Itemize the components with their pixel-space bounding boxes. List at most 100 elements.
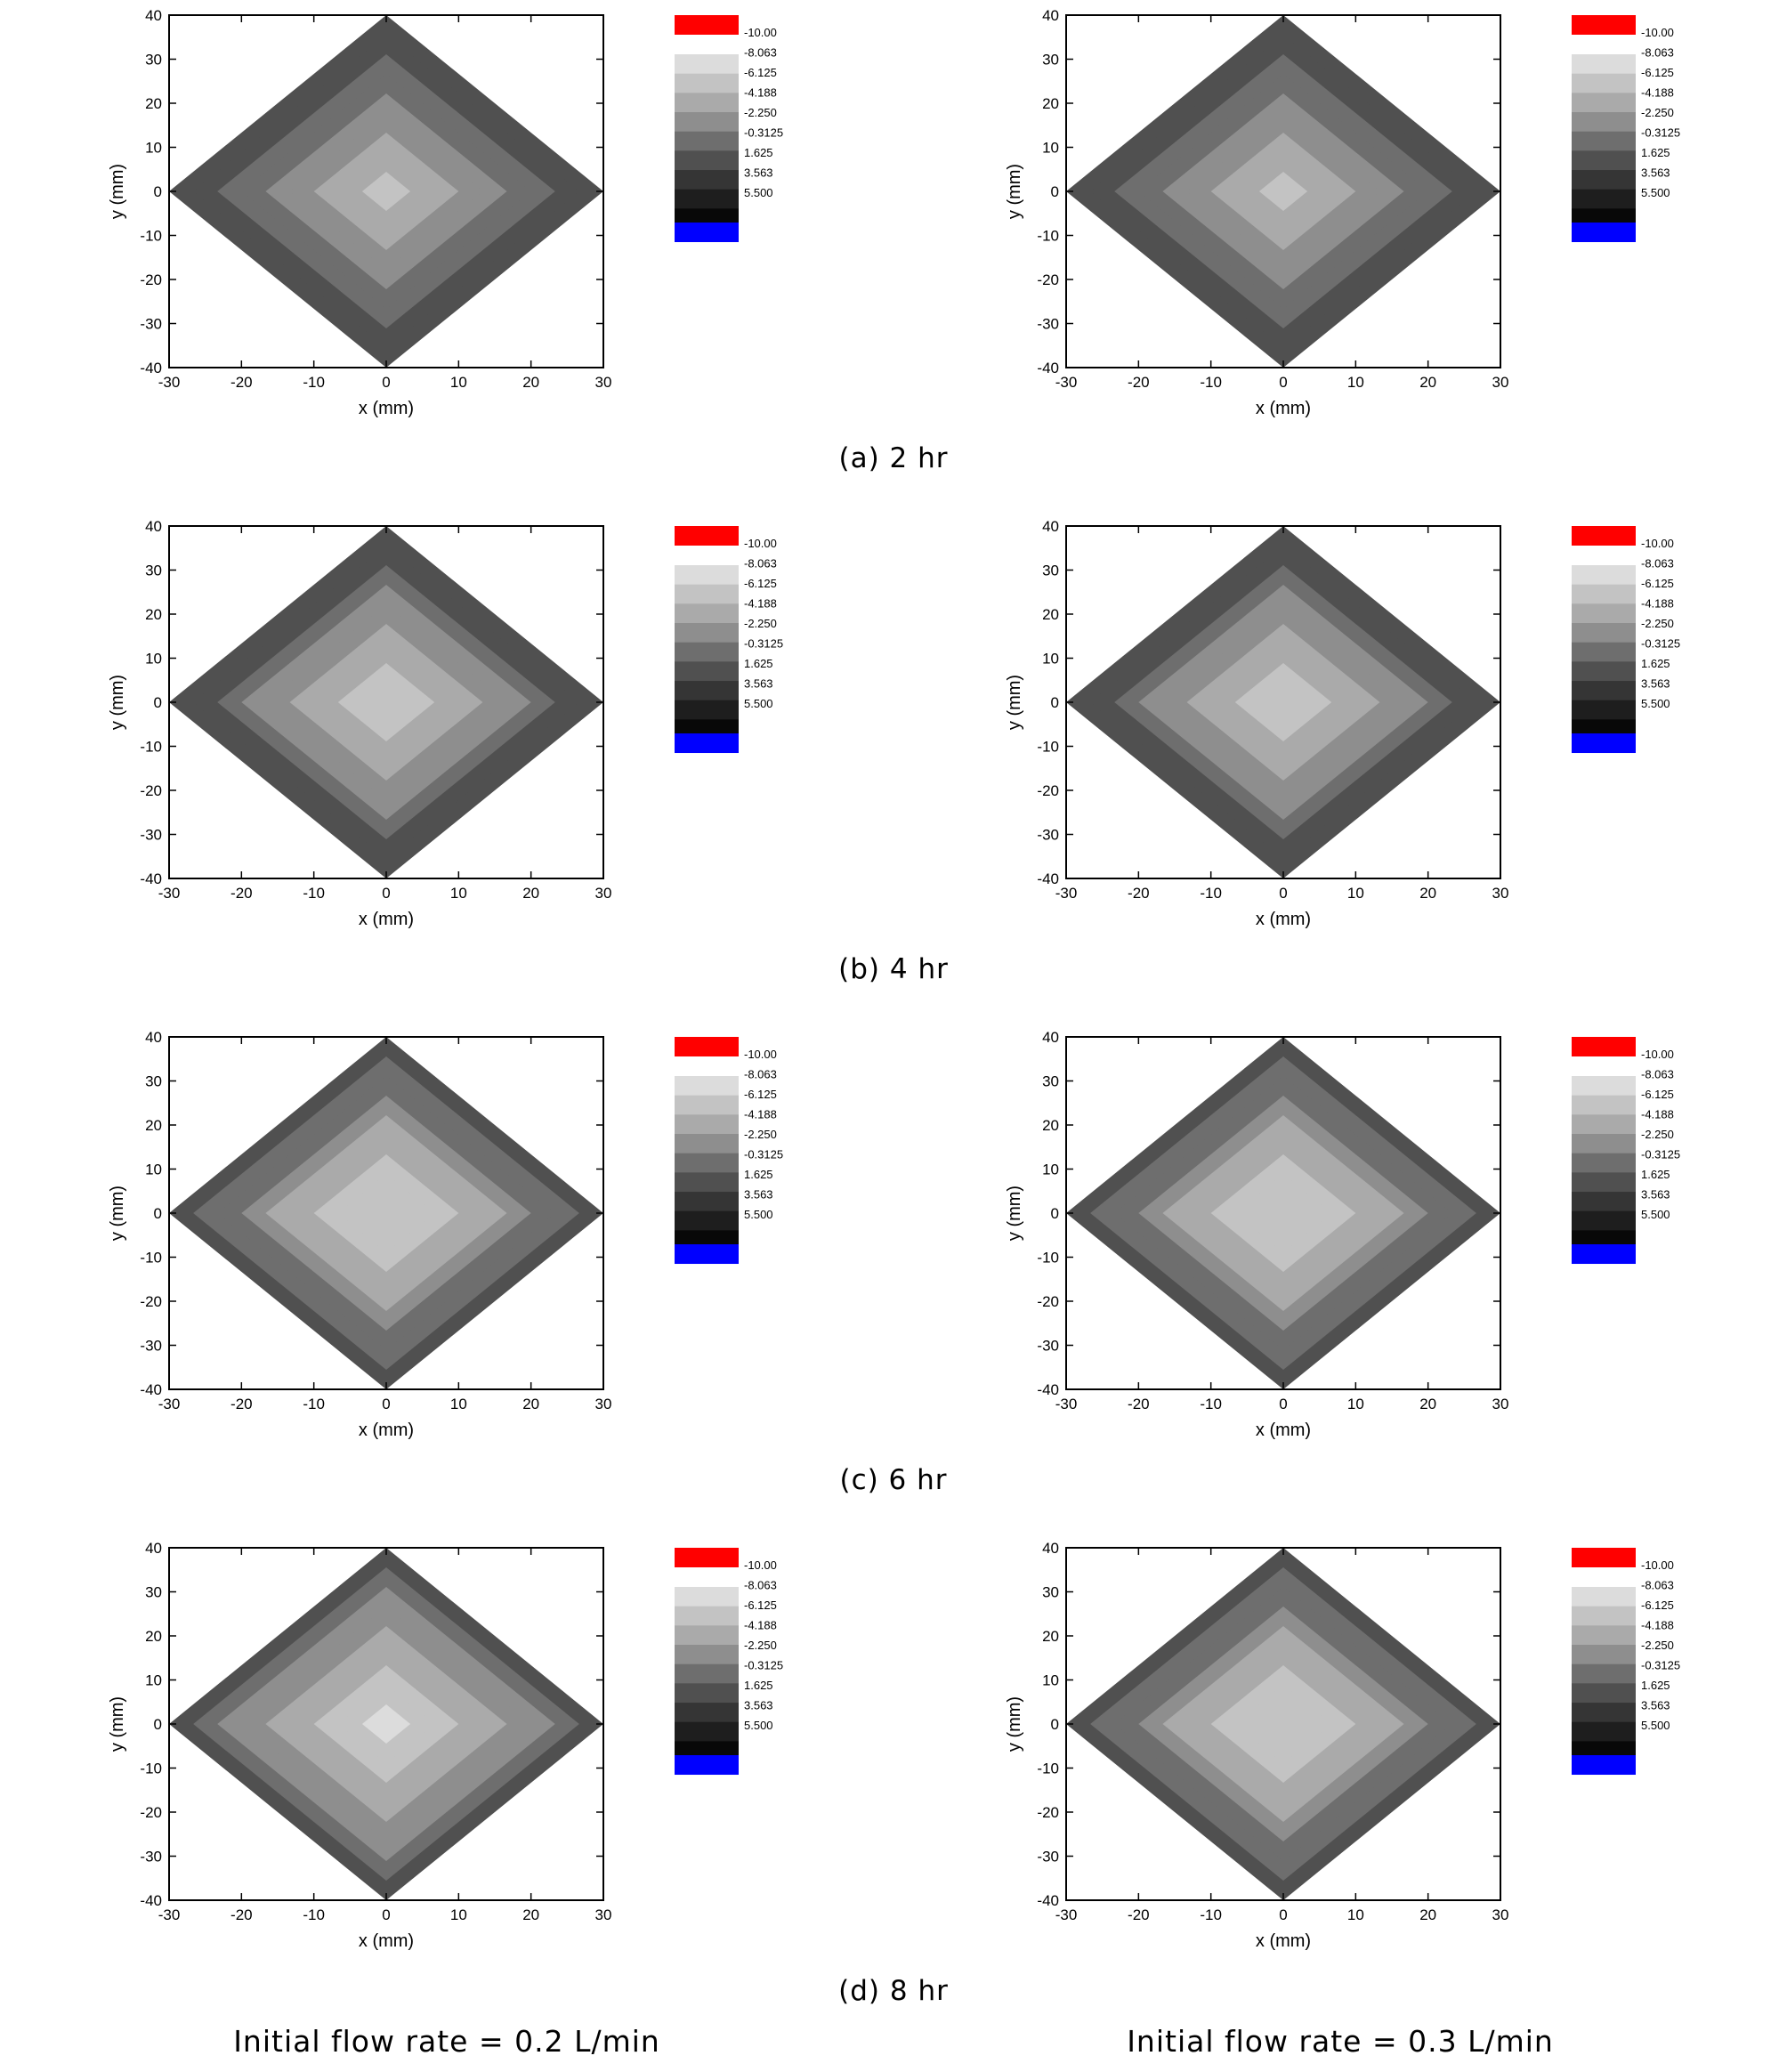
legend-swatch-blue — [1572, 223, 1636, 243]
color-legend: -10.00 -8.063 -6.125 -4.188 -2.250 -0.3125 1.6… — [675, 15, 783, 243]
y-tick-label: -10 — [140, 1250, 162, 1267]
legend-swatch — [675, 1721, 739, 1742]
x-tick-label: -20 — [230, 1906, 253, 1923]
legend-label: -8.063 — [1641, 1068, 1674, 1081]
x-tick-label: 0 — [382, 374, 390, 391]
x-tick-label: 10 — [1347, 374, 1364, 391]
caption-a: (a) 2 hr — [838, 442, 949, 474]
legend-label: -0.3125 — [1641, 1148, 1680, 1161]
legend-label: -4.188 — [744, 597, 777, 611]
legend-label: -8.063 — [744, 1068, 777, 1081]
y-tick-label: -10 — [1037, 1760, 1059, 1777]
x-axis-label: x (mm) — [359, 1931, 414, 1951]
legend-swatch — [1572, 681, 1636, 701]
y-tick-label: 20 — [1042, 1628, 1059, 1645]
x-tick-label: 10 — [1347, 1396, 1364, 1412]
x-tick-label: -10 — [1200, 1906, 1222, 1923]
legend-label: 3.563 — [1641, 677, 1670, 691]
x-tick-label: -30 — [158, 1906, 181, 1923]
color-legend: -10.00 -8.063 -6.125 -4.188 -2.250 -0.3125 1.6… — [1572, 15, 1680, 243]
legend-label: 5.500 — [744, 1719, 773, 1732]
legend-label: 5.500 — [744, 697, 773, 710]
y-tick-label: -20 — [140, 782, 162, 799]
legend-label: -4.188 — [744, 1619, 777, 1632]
y-tick-label: -20 — [1037, 782, 1059, 799]
y-tick-label: 40 — [1042, 518, 1059, 535]
legend-swatch-blue — [675, 223, 739, 243]
legend-swatch — [1572, 603, 1636, 624]
y-axis-label: y (mm) — [108, 1186, 127, 1241]
x-tick-label: 10 — [1347, 885, 1364, 902]
legend-swatch — [675, 1114, 739, 1135]
legend-label: 5.500 — [1641, 697, 1670, 710]
x-tick-label: 30 — [595, 374, 612, 391]
legend-label: -4.188 — [1641, 86, 1674, 100]
x-tick-label: -20 — [1128, 374, 1150, 391]
y-tick-label: -30 — [1037, 1338, 1059, 1355]
legend-swatch-red — [1572, 1037, 1636, 1056]
x-tick-label: -30 — [1055, 374, 1078, 391]
legend-label: -4.188 — [744, 86, 777, 100]
legend-label: -10.00 — [744, 1558, 777, 1572]
y-tick-label: 20 — [1042, 95, 1059, 112]
y-tick-label: -20 — [1037, 1293, 1059, 1310]
contour-band — [361, 1704, 411, 1744]
x-tick-label: 30 — [595, 885, 612, 902]
x-tick-label: -10 — [303, 885, 325, 902]
y-tick-label: 0 — [1051, 1716, 1059, 1733]
legend-label: -2.250 — [1641, 1639, 1674, 1652]
y-tick-label: -40 — [140, 1381, 162, 1398]
legend-swatch — [1572, 1134, 1636, 1154]
legend-swatch — [1572, 1683, 1636, 1704]
legend-label: 3.563 — [1641, 166, 1670, 180]
y-tick-label: 40 — [145, 7, 162, 24]
y-axis-label: y (mm) — [1005, 1186, 1024, 1241]
legend-swatch — [675, 1134, 739, 1154]
legend-label: -10.00 — [1641, 1558, 1674, 1572]
legend-label: -4.188 — [1641, 1619, 1674, 1632]
y-axis-label: y (mm) — [1005, 675, 1024, 730]
legend-label: -2.250 — [1641, 617, 1674, 630]
y-tick-label: -30 — [1037, 827, 1059, 844]
legend-swatch — [675, 1663, 739, 1684]
color-legend: -10.00 -8.063 -6.125 -4.188 -2.250 -0.3125 1.6… — [1572, 1548, 1680, 1776]
y-tick-label: -10 — [1037, 1250, 1059, 1267]
legend-label: 1.625 — [744, 657, 773, 670]
x-tick-label: 20 — [522, 885, 539, 902]
legend-swatch — [675, 170, 739, 190]
legend-label: -2.250 — [744, 617, 777, 630]
y-tick-label: 40 — [145, 1540, 162, 1557]
y-tick-label: 0 — [154, 183, 162, 200]
legend-label: -8.063 — [744, 1579, 777, 1592]
caption-d: (d) 8 hr — [838, 1975, 949, 2007]
legend-swatch-blue — [1572, 733, 1636, 754]
y-tick-label: -30 — [1037, 1849, 1059, 1866]
contour-band — [361, 1194, 411, 1233]
legend-label: -2.250 — [1641, 106, 1674, 119]
x-tick-label: 10 — [450, 885, 467, 902]
legend-label: -10.00 — [744, 26, 777, 39]
x-tick-label: 30 — [1492, 1906, 1509, 1923]
legend-label: -10.00 — [1641, 26, 1674, 39]
legend-swatch — [675, 150, 739, 171]
x-tick-label: 20 — [1419, 1906, 1436, 1923]
legend-label: -6.125 — [1641, 577, 1674, 590]
y-tick-label: 40 — [1042, 1029, 1059, 1046]
legend-swatch — [675, 1172, 739, 1193]
legend-swatch — [675, 584, 739, 604]
y-tick-label: 0 — [1051, 694, 1059, 711]
contour-band — [1258, 1194, 1308, 1233]
legend-label: 1.625 — [1641, 1168, 1670, 1181]
y-axis-label: y (mm) — [108, 1696, 127, 1752]
x-tick-label: -30 — [1055, 885, 1078, 902]
legend-swatch — [675, 700, 739, 720]
legend-swatch — [1572, 170, 1636, 190]
x-tick-label: -30 — [158, 1396, 181, 1412]
y-tick-label: 30 — [145, 1584, 162, 1601]
legend-label: 1.625 — [744, 146, 773, 159]
x-tick-label: 10 — [450, 1906, 467, 1923]
contour-band — [1258, 172, 1308, 211]
legend-swatch — [675, 1645, 739, 1665]
